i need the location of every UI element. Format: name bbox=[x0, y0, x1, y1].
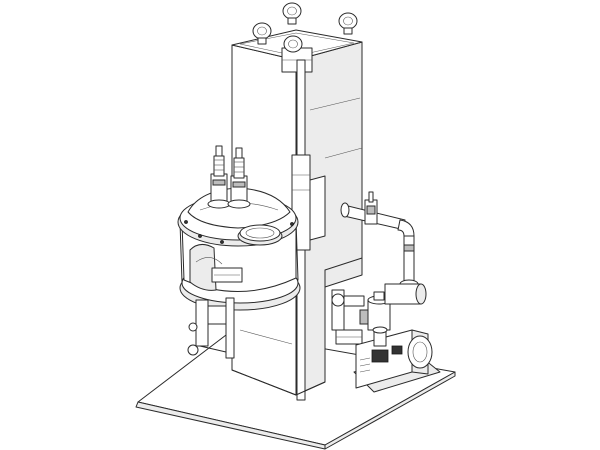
feedthroughs bbox=[207, 145, 251, 209]
viewport bbox=[237, 224, 283, 246]
lower-fittings bbox=[331, 289, 365, 345]
support-bracket bbox=[187, 297, 235, 359]
lifting-eye bbox=[282, 2, 302, 25]
lifting-eye bbox=[283, 35, 303, 53]
feedthrough-left bbox=[207, 145, 231, 209]
lifting-eye bbox=[252, 22, 272, 45]
guide-rod bbox=[291, 59, 326, 401]
lifting-eyes bbox=[252, 2, 358, 53]
vacuum-pump bbox=[353, 326, 441, 393]
manifold-pipe bbox=[340, 191, 419, 289]
lifting-eye bbox=[338, 12, 358, 35]
gate-valve bbox=[359, 283, 427, 331]
feedthrough-right bbox=[227, 147, 251, 209]
